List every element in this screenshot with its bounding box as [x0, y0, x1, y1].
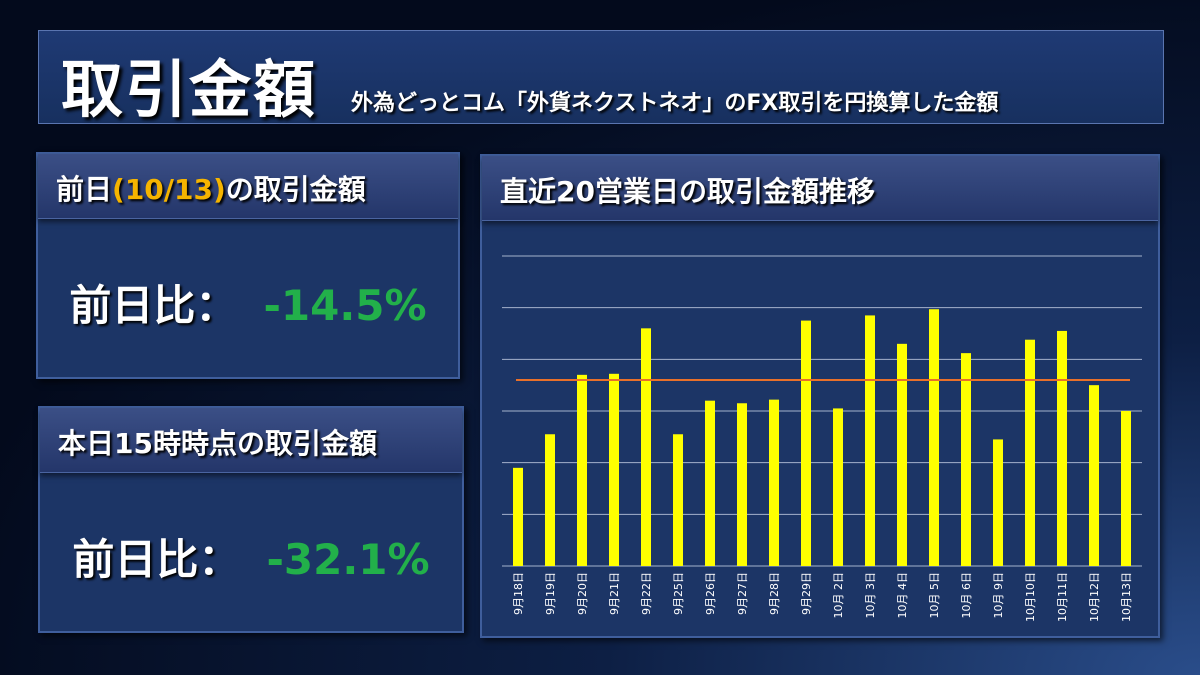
x-tick-label: 9月19日: [544, 572, 557, 615]
chart-bar: [961, 353, 971, 566]
chart-bar: [577, 374, 587, 566]
chart-panel: 直近20営業日の取引金額推移 9月18日 9月19日 9月20日 9月21日 9月22日…: [480, 154, 1160, 638]
page-subtitle: 外為どっとコム「外貨ネクストネオ」のFX取引を円換算した金額: [351, 91, 999, 116]
x-tick-label: 10月11日: [1056, 572, 1069, 622]
x-tick-label: 9月28日: [768, 572, 781, 615]
chart-bar: [1121, 411, 1131, 566]
prev-day-panel: 前日(10/13)の取引金額 前日比： -14.5%: [36, 152, 460, 379]
chart-bar: [1089, 385, 1099, 566]
prev-day-title-date: (10/13): [112, 173, 226, 206]
x-tick-label: 10月 6日: [960, 572, 973, 619]
today-panel-header: 本日15時時点の取引金額: [40, 408, 462, 473]
chart-panel-title: 直近20営業日の取引金額推移: [500, 175, 875, 208]
chart-bar: [993, 439, 1003, 566]
prev-day-ratio-label: 前日比：: [69, 281, 238, 330]
chart-bar: [897, 343, 907, 566]
prev-day-panel-header: 前日(10/13)の取引金額: [38, 154, 458, 219]
chart-bar: [865, 315, 875, 566]
x-tick-label: 9月25日: [672, 572, 685, 615]
chart-bar: [929, 309, 939, 566]
x-tick-label: 9月21日: [608, 572, 621, 615]
today-panel-title: 本日15時時点の取引金額: [58, 427, 377, 460]
chart-bar: [1057, 330, 1067, 566]
chart-bar: [609, 373, 619, 566]
chart-bar: [641, 328, 651, 566]
x-tick-label: 10月 4日: [896, 572, 909, 619]
prev-day-ratio: 前日比： -14.5%: [38, 272, 458, 333]
x-tick-label: 9月27日: [736, 572, 749, 615]
x-tick-label: 10月 2日: [832, 572, 845, 619]
chart-bar: [545, 434, 555, 566]
today-ratio: 前日比： -32.1%: [40, 526, 462, 587]
chart-bar: [737, 403, 747, 566]
prev-day-title-suffix: の取引金額: [225, 173, 366, 206]
chart-bar: [705, 400, 715, 566]
today-ratio-label: 前日比：: [72, 535, 241, 584]
prev-day-ratio-value: -14.5%: [263, 281, 427, 330]
header-banner: 取引金額 外為どっとコム「外貨ネクストネオ」のFX取引を円換算した金額: [38, 30, 1164, 126]
chart-bar: [673, 434, 683, 566]
prev-day-panel-title: 前日(10/13)の取引金額: [56, 168, 366, 208]
chart-bar: [513, 467, 523, 566]
today-ratio-value: -32.1%: [266, 535, 430, 584]
x-tick-label: 9月22日: [640, 572, 653, 615]
x-tick-label: 9月26日: [704, 572, 717, 615]
x-tick-label: 10月12日: [1088, 572, 1101, 622]
bar-chart: 9月18日 9月19日 9月20日 9月21日 9月22日 9月25日 9月26日 9月27日…: [502, 255, 1142, 622]
x-tick-label: 10月 9日: [992, 572, 1005, 619]
x-tick-label: 9月18日: [512, 572, 525, 615]
x-tick-label: 9月29日: [800, 572, 813, 615]
x-tick-label: 10月 5日: [928, 572, 941, 619]
chart-bar: [833, 408, 843, 566]
prev-day-title-prefix: 前日: [56, 173, 113, 206]
chart-bar: [769, 399, 779, 566]
today-panel: 本日15時時点の取引金額 前日比： -32.1%: [38, 406, 464, 633]
chart-bar: [1025, 339, 1035, 566]
chart-bar: [801, 320, 811, 566]
x-tick-label: 9月20日: [576, 572, 589, 615]
x-tick-label: 10月13日: [1120, 572, 1133, 622]
page-title: 取引金額: [61, 53, 318, 126]
chart-panel-header: 直近20営業日の取引金額推移: [482, 156, 1158, 221]
x-tick-label: 10月 3日: [864, 572, 877, 619]
x-tick-label: 10月10日: [1024, 572, 1037, 622]
